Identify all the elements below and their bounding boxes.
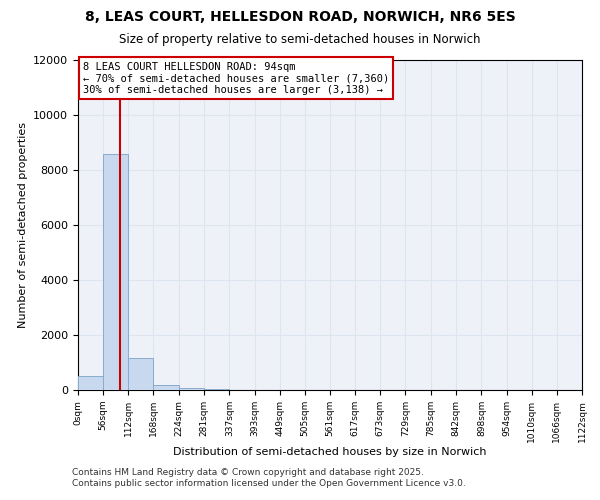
- Bar: [179, 388, 204, 390]
- Bar: [103, 154, 128, 390]
- Text: 8, LEAS COURT, HELLESDON ROAD, NORWICH, NR6 5ES: 8, LEAS COURT, HELLESDON ROAD, NORWICH, …: [85, 10, 515, 24]
- Y-axis label: Number of semi-detached properties: Number of semi-detached properties: [17, 122, 28, 328]
- Bar: [78, 376, 103, 390]
- Bar: [154, 385, 179, 390]
- X-axis label: Distribution of semi-detached houses by size in Norwich: Distribution of semi-detached houses by …: [173, 448, 487, 458]
- Bar: [128, 358, 154, 390]
- Text: Size of property relative to semi-detached houses in Norwich: Size of property relative to semi-detach…: [119, 32, 481, 46]
- Text: Contains HM Land Registry data © Crown copyright and database right 2025.
Contai: Contains HM Land Registry data © Crown c…: [72, 468, 466, 487]
- Text: 8 LEAS COURT HELLESDON ROAD: 94sqm
← 70% of semi-detached houses are smaller (7,: 8 LEAS COURT HELLESDON ROAD: 94sqm ← 70%…: [83, 62, 389, 95]
